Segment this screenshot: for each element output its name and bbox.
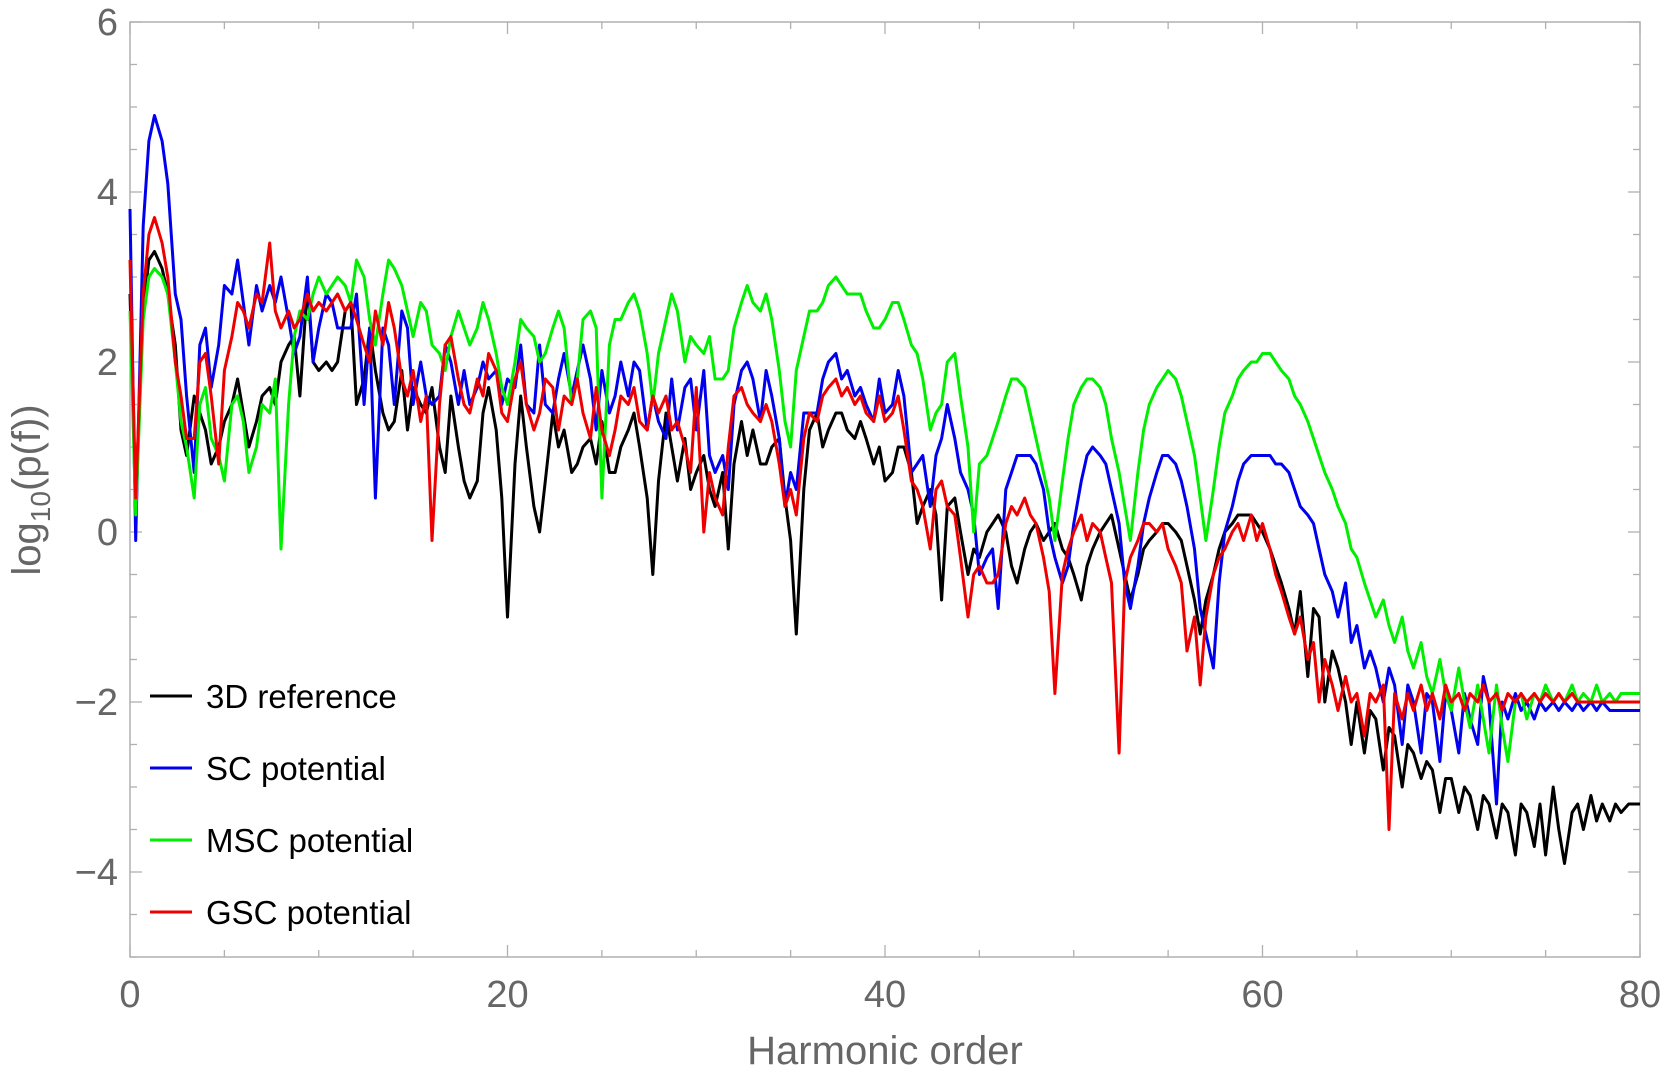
y-axis-title: log10(p(f)) bbox=[5, 404, 56, 575]
series-line-gsc-potential bbox=[128, 216, 1640, 831]
axis-ticks bbox=[129, 21, 1641, 958]
x-tick-label: 80 bbox=[1619, 974, 1661, 1016]
y-axis-title-subscript: 10 bbox=[25, 491, 56, 522]
plot-frame bbox=[129, 21, 1641, 958]
y-tick-label: 2 bbox=[97, 342, 118, 384]
legend-label-sc-potential: SC potential bbox=[206, 750, 386, 787]
y-tick-label: 4 bbox=[97, 172, 118, 214]
legend-label-msc-potential: MSC potential bbox=[206, 822, 413, 859]
series-layer bbox=[128, 114, 1640, 865]
legend: 3D reference SC potential MSC potential GSC… bbox=[150, 678, 413, 931]
series-line-msc-potential bbox=[128, 258, 1640, 763]
y-tick-label: 0 bbox=[97, 512, 118, 554]
y-axis-title-base: log bbox=[5, 522, 49, 575]
x-tick-label: 20 bbox=[486, 974, 528, 1016]
x-tick-label: 40 bbox=[864, 974, 906, 1016]
tick-labels: 0 20 40 60 80 −4 −2 0 2 4 6 bbox=[75, 2, 1661, 1016]
legend-label-3d-reference: 3D reference bbox=[206, 678, 397, 715]
y-tick-label: −2 bbox=[75, 682, 118, 724]
y-axis-title-rest: (p(f)) bbox=[5, 404, 49, 491]
x-tick-label: 0 bbox=[119, 974, 140, 1016]
x-tick-label: 60 bbox=[1241, 974, 1283, 1016]
y-tick-label: 6 bbox=[97, 2, 118, 44]
legend-label-gsc-potential: GSC potential bbox=[206, 894, 411, 931]
y-tick-label: −4 bbox=[75, 852, 118, 894]
x-axis-title: Harmonic order bbox=[747, 1029, 1023, 1073]
series-line-3d-reference bbox=[128, 250, 1640, 865]
